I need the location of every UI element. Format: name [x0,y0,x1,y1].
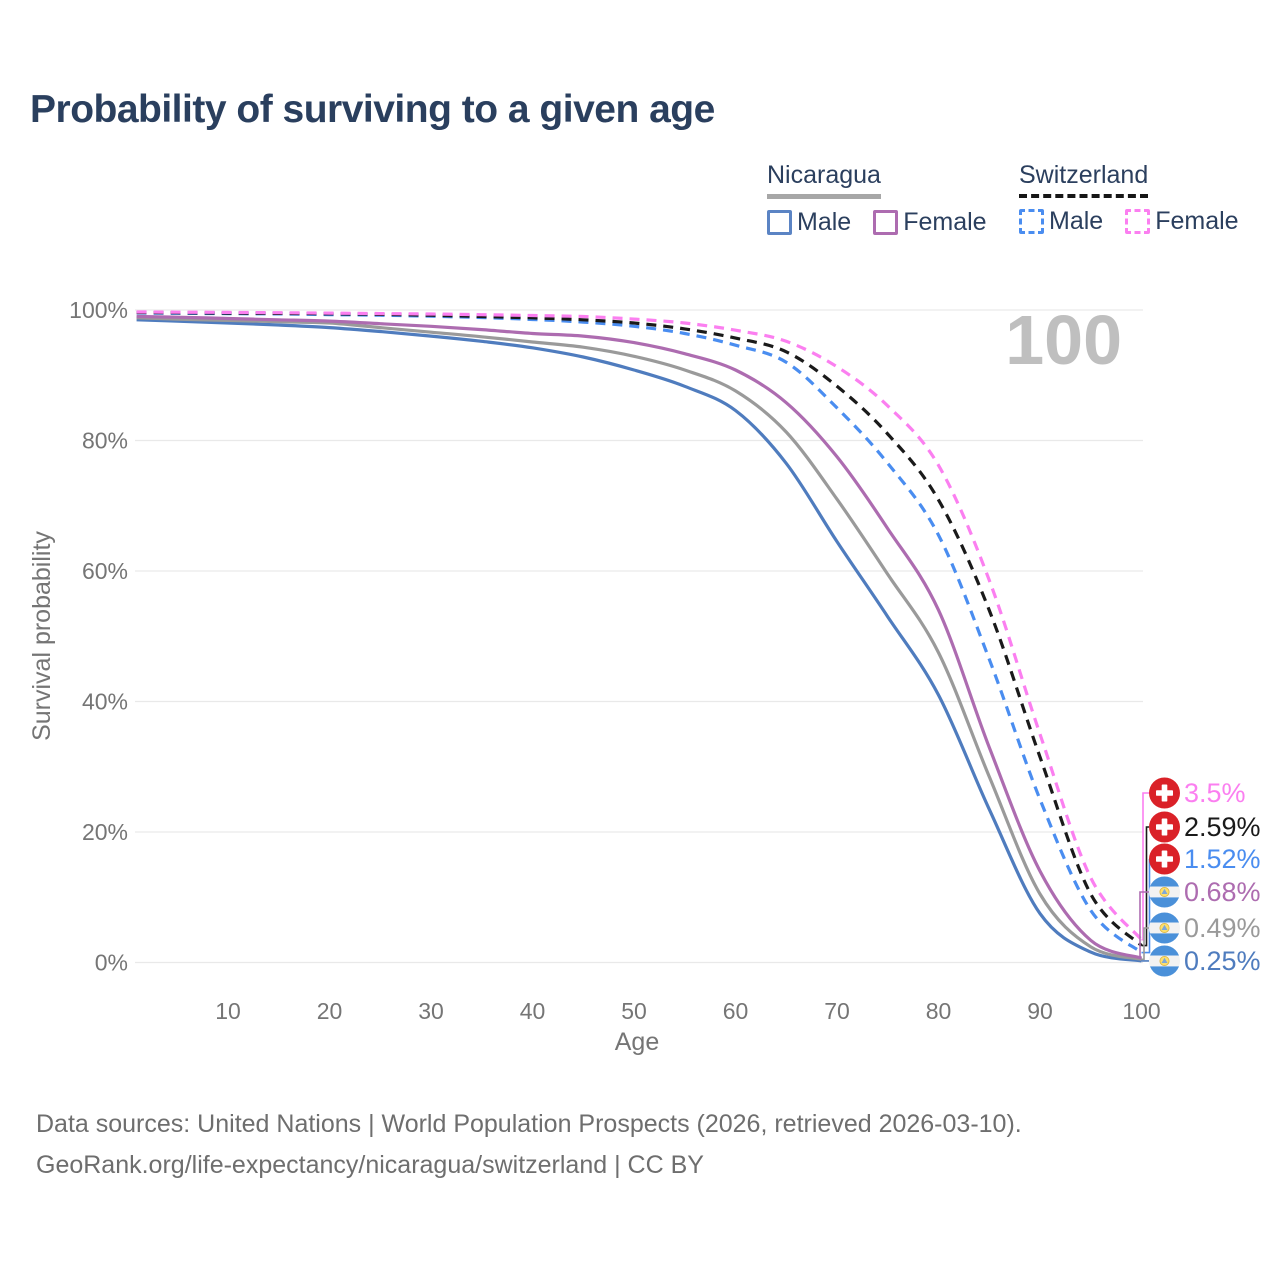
legend-item-switzerland-female[interactable]: Female [1125,207,1239,236]
end-value-labels: 3.5% 2.59%1.52%0.68% 0.49%0.25% [1139,777,1261,977]
y-tick-20%: 20% [82,819,128,845]
curve-switzerland-total[interactable] [136,310,1143,947]
leader-line-switzerland-female [1141,792,1149,941]
legend-group-nicaragua: Nicaragua Male Female [767,161,987,237]
page-title: Probability of surviving to a given age [30,88,715,131]
x-axis-tick-labels: 10 20 30 40 50 60 70 80 90 100 [215,998,1160,1024]
legend-item-switzerland-male[interactable]: Male [1019,207,1103,236]
x-tick-100: 100 [1122,998,1160,1024]
y-tick-100%: 100% [69,297,128,323]
nicaragua-flag-icon [1149,912,1180,944]
footer-data-sources: Data sources: United Nations | World Pop… [36,1110,1022,1138]
switzerland-flag-icon [1149,777,1180,809]
switzerland-flag-icon [1149,811,1180,843]
legend-label: Female [1155,207,1239,235]
legend-swatch-nicaragua-male [767,210,792,235]
leader-line-nicaragua-total [1141,927,1149,961]
curve-nicaragua-male[interactable] [136,318,1142,963]
switzerland-flag-icon [1149,843,1180,875]
y-tick-80%: 80% [82,428,128,454]
x-tick-80: 80 [926,998,952,1024]
legend-header-nicaragua: Nicaragua [767,161,881,199]
end-label-switzerland-total: 2.59% [1184,812,1261,842]
x-tick-10: 10 [215,998,241,1024]
nicaragua-flag-icon [1149,945,1180,977]
x-tick-60: 60 [723,998,749,1024]
legend-header-switzerland: Switzerland [1019,161,1149,198]
legend-swatch-switzerland-male [1019,209,1044,234]
x-tick-40: 40 [520,998,546,1024]
x-tick-90: 90 [1027,998,1053,1024]
end-label-switzerland-male: 1.52% [1184,844,1261,874]
legend-group-switzerland: Switzerland Male Female [1019,161,1239,236]
y-tick-40%: 40% [82,689,128,715]
legend-label: Female [903,208,987,236]
end-label-switzerland-female: 3.5% [1184,778,1246,808]
x-axis-title: Age [615,1028,659,1056]
end-label-nicaragua-total: 0.49% [1184,913,1261,943]
y-tick-60%: 60% [82,558,128,584]
curve-nicaragua-total[interactable] [136,316,1142,961]
x-tick-50: 50 [621,998,647,1024]
curve-nicaragua-female[interactable] [136,314,1143,960]
footer: Data sources: United Nations | World Pop… [36,1104,1022,1186]
legend-swatch-nicaragua-female [873,210,899,235]
end-label-nicaragua-male: 0.25% [1184,946,1261,976]
y-axis-tick-labels: 0% 20% 40% 60% 80% 100% [69,297,128,976]
survival-curves [136,310,1143,963]
y-tick-0%: 0% [95,950,128,976]
footer-attribution: GeoRank.org/life-expectancy/nicaragua/sw… [36,1151,704,1179]
nicaragua-flag-icon [1149,876,1180,908]
legend-item-nicaragua-male[interactable]: Male [767,208,851,237]
curve-switzerland-male[interactable] [136,311,1143,954]
hover-age-watermark: 100 [1005,301,1122,379]
gridlines [135,309,1143,964]
x-tick-20: 20 [317,998,343,1024]
legend-label: Male [797,208,852,236]
x-tick-30: 30 [418,998,444,1024]
legend-swatch-switzerland-female [1125,209,1151,234]
end-label-nicaragua-female: 0.68% [1184,877,1261,907]
y-axis-title: Survival probability [28,531,56,741]
x-tick-70: 70 [824,998,850,1024]
leader-line-nicaragua-female [1139,891,1149,959]
legend-item-nicaragua-female[interactable]: Female [873,208,987,237]
curve-switzerland-female[interactable] [136,310,1143,941]
legend-label: Male [1049,207,1104,235]
